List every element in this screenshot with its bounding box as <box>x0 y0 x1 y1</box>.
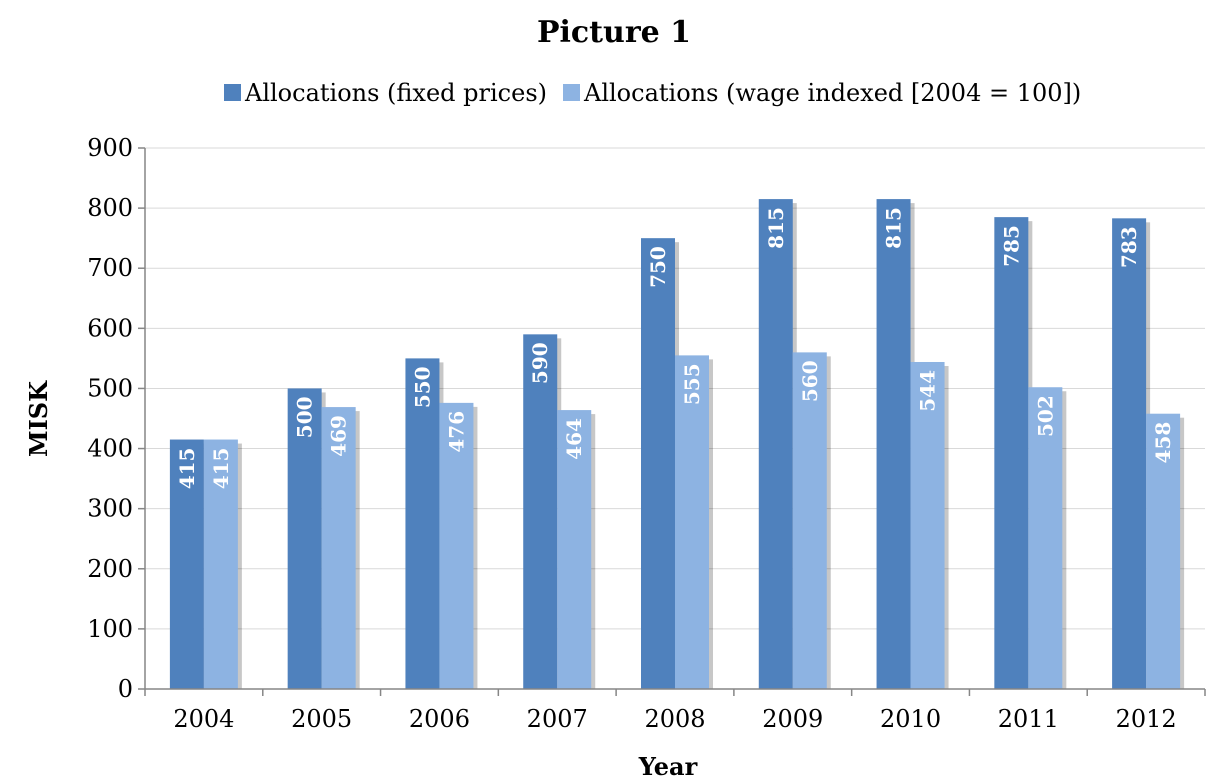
y-tick-label: 500 <box>87 374 133 402</box>
bar-wage-indexed <box>321 407 356 689</box>
bar-wage-indexed <box>439 402 474 689</box>
bar-wage-indexed <box>1028 387 1063 689</box>
x-tick-label: 2004 <box>173 705 234 733</box>
bar-wage-indexed <box>1146 413 1181 689</box>
data-label: 469 <box>327 415 351 457</box>
data-label: 500 <box>293 396 317 438</box>
y-tick-label: 400 <box>87 435 133 463</box>
y-tick-label: 0 <box>118 675 133 703</box>
y-tick-label: 300 <box>87 495 133 523</box>
legend-label-wage-indexed: Allocations (wage indexed [2004 = 100]) <box>583 79 1081 107</box>
data-label: 785 <box>999 225 1023 267</box>
x-tick-label: 2010 <box>880 705 941 733</box>
data-label: 502 <box>1033 395 1057 437</box>
x-tick-label: 2006 <box>409 705 470 733</box>
data-label: 415 <box>209 448 233 490</box>
bar-fixed-prices <box>287 388 322 689</box>
y-tick-label: 700 <box>87 254 133 282</box>
data-label: 590 <box>528 342 552 384</box>
legend-swatch-wage-indexed <box>563 84 580 101</box>
data-label: 815 <box>764 207 788 249</box>
legend-label-fixed-prices: Allocations (fixed prices) <box>244 79 547 107</box>
data-label: 464 <box>562 418 586 460</box>
data-labels: 415 415 500 469 550 476 590 464 750 555 815 560 815 5… <box>175 207 1175 489</box>
y-tick-label: 200 <box>87 555 133 583</box>
axes: 0 100 200 300 400 500 600 700 800 900 2004 2005 2006… <box>87 134 1206 733</box>
x-axis-label: Year <box>638 752 698 780</box>
data-label: 415 <box>175 448 199 490</box>
bar-fixed-prices <box>1112 218 1147 689</box>
bar-fixed-prices <box>994 217 1029 689</box>
y-tick-label: 800 <box>87 194 133 222</box>
bar-wage-indexed <box>792 352 827 689</box>
data-label: 750 <box>646 246 670 288</box>
bar-fixed-prices <box>523 334 558 689</box>
bar-wage-indexed <box>675 355 709 689</box>
x-tick-label: 2011 <box>998 705 1059 733</box>
bar-fixed-prices <box>876 199 911 689</box>
chart-title: Picture 1 <box>537 15 691 50</box>
bar-fixed-prices <box>758 199 793 689</box>
y-axis-label: MISK <box>24 380 53 457</box>
bars <box>169 199 1185 689</box>
bar-fixed-prices <box>641 238 675 689</box>
legend: Allocations (fixed prices) Allocations (… <box>224 79 1081 107</box>
data-label: 476 <box>444 411 468 453</box>
bar-wage-indexed <box>557 410 592 689</box>
x-tick-label: 2009 <box>762 705 823 733</box>
x-tick-label: 2012 <box>1116 705 1177 733</box>
data-label: 458 <box>1151 422 1175 464</box>
x-tick-label: 2005 <box>291 705 352 733</box>
y-tick-label: 100 <box>87 615 133 643</box>
y-tick-label: 600 <box>87 314 133 342</box>
data-label: 544 <box>916 370 940 412</box>
y-tick-label: 900 <box>87 134 133 162</box>
data-label: 550 <box>410 366 434 408</box>
bar-fixed-prices <box>169 439 204 689</box>
data-label: 560 <box>798 360 822 402</box>
bar-fixed-prices <box>405 358 440 689</box>
data-label: 815 <box>882 207 906 249</box>
legend-swatch-fixed-prices <box>224 84 241 101</box>
data-label: 555 <box>680 363 704 405</box>
bar-wage-indexed <box>910 361 945 689</box>
x-tick-label: 2008 <box>644 705 705 733</box>
data-label: 783 <box>1117 226 1141 268</box>
bar-wage-indexed <box>203 439 238 689</box>
x-tick-label: 2007 <box>527 705 588 733</box>
